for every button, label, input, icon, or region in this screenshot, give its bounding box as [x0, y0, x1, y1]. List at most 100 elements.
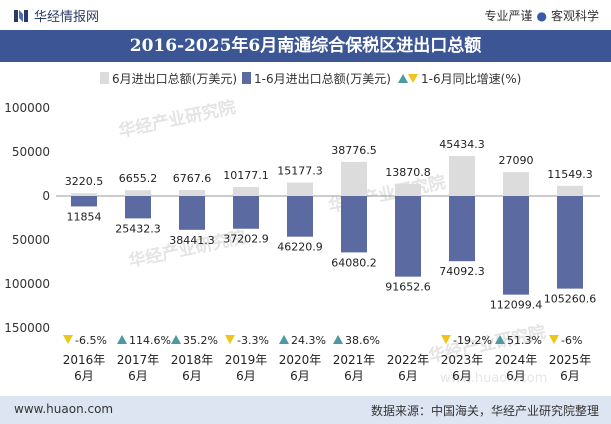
- growth-label: 38.6%: [345, 334, 380, 347]
- legend-bar-top-label: 6月进出口总额(万美元): [112, 72, 237, 86]
- y-tick-label: 100000: [4, 277, 50, 291]
- legend-growth-label: 1-6月同比增速(%): [421, 72, 522, 86]
- bar-h1-label: 105260.6: [544, 293, 597, 306]
- x-tick-label-month: 6月: [74, 369, 94, 383]
- x-tick-label-year: 2020年: [279, 353, 322, 367]
- triangle-up-icon: [398, 74, 408, 83]
- bar-h1-label: 112099.4: [490, 299, 543, 312]
- bar-june-8: [449, 156, 475, 196]
- watermark-text: 华经产业研究院: [117, 97, 238, 142]
- x-tick-label-year: 2023年: [441, 353, 484, 367]
- growth-up-triangle-icon: [279, 335, 289, 344]
- watermark-url: www.huaon.com: [440, 371, 547, 386]
- growth-down-triangle-icon: [63, 335, 73, 344]
- growth-up-triangle-icon: [117, 335, 127, 344]
- bar-h1-3: [179, 196, 205, 230]
- growth-label: 35.2%: [183, 334, 218, 347]
- bar-h1-1: [71, 196, 97, 207]
- footer: www.huaon.com 数据来源：中国海关，华经产业研究院整理: [0, 396, 611, 424]
- x-tick-label-month: 6月: [506, 369, 526, 383]
- bar-june-label: 45434.3: [439, 138, 485, 151]
- y-tick-label: 150000: [4, 321, 50, 335]
- growth-up-triangle-icon: [333, 335, 343, 344]
- growth-up-triangle-icon: [495, 335, 505, 344]
- x-tick-label-month: 6月: [398, 369, 418, 383]
- bar-h1-label: 11854: [67, 210, 102, 223]
- bar-june-label: 15177.3: [277, 165, 323, 178]
- bar-h1-2: [125, 196, 151, 219]
- bar-h1-label: 38441.3: [169, 234, 215, 247]
- legend-swatch-blue-icon: [242, 72, 251, 84]
- x-tick-label-month: 6月: [560, 369, 580, 383]
- x-tick-label-month: 6月: [236, 369, 256, 383]
- bar-h1-label: 91652.6: [385, 281, 431, 294]
- x-tick-label-month: 6月: [344, 369, 364, 383]
- top-bar: 华经情报网 专业严谨 ● 客观科学: [0, 0, 611, 30]
- bar-june-label: 38776.5: [331, 144, 377, 157]
- tagline: 专业严谨 ● 客观科学: [484, 7, 599, 24]
- x-tick-label-year: 2025年: [549, 353, 592, 367]
- bar-h1-label: 25432.3: [115, 222, 161, 235]
- bar-h1-4: [233, 196, 259, 229]
- bar-h1-9: [503, 196, 529, 295]
- legend-bar-bottom-label: 1-6月进出口总额(万美元): [254, 72, 391, 86]
- bar-h1-label: 46220.9: [277, 241, 323, 254]
- bar-june-label: 6655.2: [119, 172, 158, 185]
- growth-down-triangle-icon: [549, 335, 559, 344]
- growth-label: 51.3%: [507, 334, 542, 347]
- growth-label: 114.6%: [129, 334, 171, 347]
- y-tick-label: 0: [42, 189, 50, 203]
- bar-june-label: 10177.1: [223, 169, 269, 182]
- legend-swatch-gray-icon: [100, 72, 109, 84]
- bar-h1-7: [395, 196, 421, 277]
- legend: 6月进出口总额(万美元) 1-6月进出口总额(万美元) 1-6月同比增速(%): [0, 70, 611, 90]
- legend-bar-top: 6月进出口总额(万美元): [100, 70, 237, 87]
- legend-growth: 1-6月同比增速(%): [398, 70, 521, 87]
- title-bar: 2016-2025年6月南通综合保税区进出口总额: [0, 30, 611, 62]
- x-tick-label-year: 2022年: [387, 353, 430, 367]
- bar-june-4: [233, 187, 259, 196]
- x-tick-label-month: 6月: [452, 369, 472, 383]
- bar-june-label: 13870.8: [385, 166, 431, 179]
- bar-h1-label: 74092.3: [439, 265, 485, 278]
- bar-h1-label: 37202.9: [223, 233, 269, 246]
- bar-june-label: 11549.3: [547, 168, 593, 181]
- chart-title: 2016-2025年6月南通综合保税区进出口总额: [129, 36, 482, 56]
- x-tick-label-year: 2018年: [171, 353, 214, 367]
- chart-area: 华经产业研究院华经产业研究院华经产业研究院华经产业研究院www.huaon.co…: [4, 97, 600, 386]
- tagline-left: 专业严谨: [484, 9, 533, 23]
- bar-june-label: 6767.6: [173, 172, 212, 185]
- x-tick-label-year: 2019年: [225, 353, 268, 367]
- bar-june-10: [557, 185, 583, 196]
- growth-up-triangle-icon: [171, 335, 181, 344]
- bar-june-label: 27090: [499, 154, 534, 167]
- x-tick-label-year: 2016年: [63, 353, 106, 367]
- bar-h1-8: [449, 196, 475, 262]
- footer-url: www.huaon.com: [14, 402, 114, 416]
- growth-label: -19.2%: [453, 334, 492, 347]
- bar-h1-6: [341, 196, 367, 253]
- bar-june-label: 3220.5: [65, 175, 104, 188]
- x-tick-label-month: 6月: [182, 369, 202, 383]
- bar-h1-10: [557, 196, 583, 289]
- bar-h1-label: 64080.2: [331, 256, 377, 269]
- bar-june-7: [395, 183, 421, 196]
- growth-down-triangle-icon: [225, 335, 235, 344]
- huajing-logo-icon: [14, 10, 28, 22]
- growth-label: 24.3%: [291, 334, 326, 347]
- x-tick-label-month: 6月: [128, 369, 148, 383]
- y-tick-label: 50000: [12, 233, 50, 247]
- bar-june-3: [179, 190, 205, 196]
- x-tick-label-year: 2017年: [117, 353, 160, 367]
- x-tick-label-year: 2024年: [495, 353, 538, 367]
- bar-june-2: [125, 190, 151, 196]
- bar-h1-5: [287, 196, 313, 237]
- bar-june-5: [287, 182, 313, 196]
- growth-label: -6%: [561, 334, 582, 347]
- tagline-right: 客观科学: [550, 9, 599, 23]
- dot-separator-icon: ●: [536, 9, 547, 23]
- bar-june-1: [71, 193, 97, 196]
- growth-label: -6.5%: [75, 334, 107, 347]
- bar-june-6: [341, 161, 367, 196]
- bar-june-9: [503, 172, 529, 196]
